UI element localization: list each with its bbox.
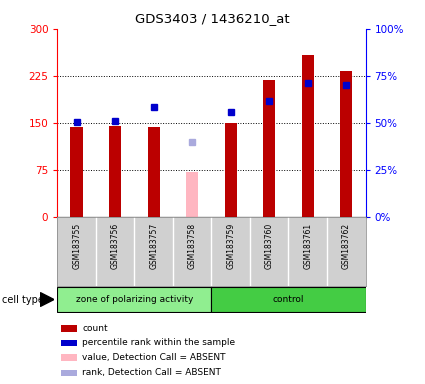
- Bar: [263, 80, 275, 217]
- Bar: [340, 71, 352, 217]
- Text: rank, Detection Call = ABSENT: rank, Detection Call = ABSENT: [82, 368, 221, 377]
- Text: value, Detection Call = ABSENT: value, Detection Call = ABSENT: [82, 353, 226, 362]
- Bar: [61, 354, 77, 361]
- FancyBboxPatch shape: [211, 286, 366, 313]
- Bar: [61, 370, 77, 376]
- Bar: [302, 55, 314, 217]
- Text: GSM183755: GSM183755: [72, 222, 81, 269]
- Text: GSM183761: GSM183761: [303, 222, 312, 269]
- Bar: [147, 127, 160, 217]
- Text: GSM183762: GSM183762: [342, 222, 351, 269]
- FancyBboxPatch shape: [57, 286, 211, 313]
- Text: control: control: [273, 295, 304, 304]
- Bar: [61, 325, 77, 332]
- Text: GSM183758: GSM183758: [188, 222, 197, 269]
- Text: GSM183757: GSM183757: [149, 222, 158, 269]
- Text: cell type: cell type: [2, 295, 44, 305]
- Text: GSM183760: GSM183760: [265, 222, 274, 269]
- Bar: [71, 127, 83, 217]
- Bar: [224, 123, 237, 217]
- Text: zone of polarizing activity: zone of polarizing activity: [76, 295, 193, 304]
- Bar: [109, 126, 121, 217]
- Polygon shape: [40, 293, 54, 306]
- Text: count: count: [82, 324, 108, 333]
- Text: percentile rank within the sample: percentile rank within the sample: [82, 338, 235, 348]
- Bar: [186, 172, 198, 217]
- Text: GDS3403 / 1436210_at: GDS3403 / 1436210_at: [135, 12, 290, 25]
- Bar: [61, 340, 77, 346]
- Text: GSM183759: GSM183759: [226, 222, 235, 269]
- Text: GSM183756: GSM183756: [110, 222, 120, 269]
